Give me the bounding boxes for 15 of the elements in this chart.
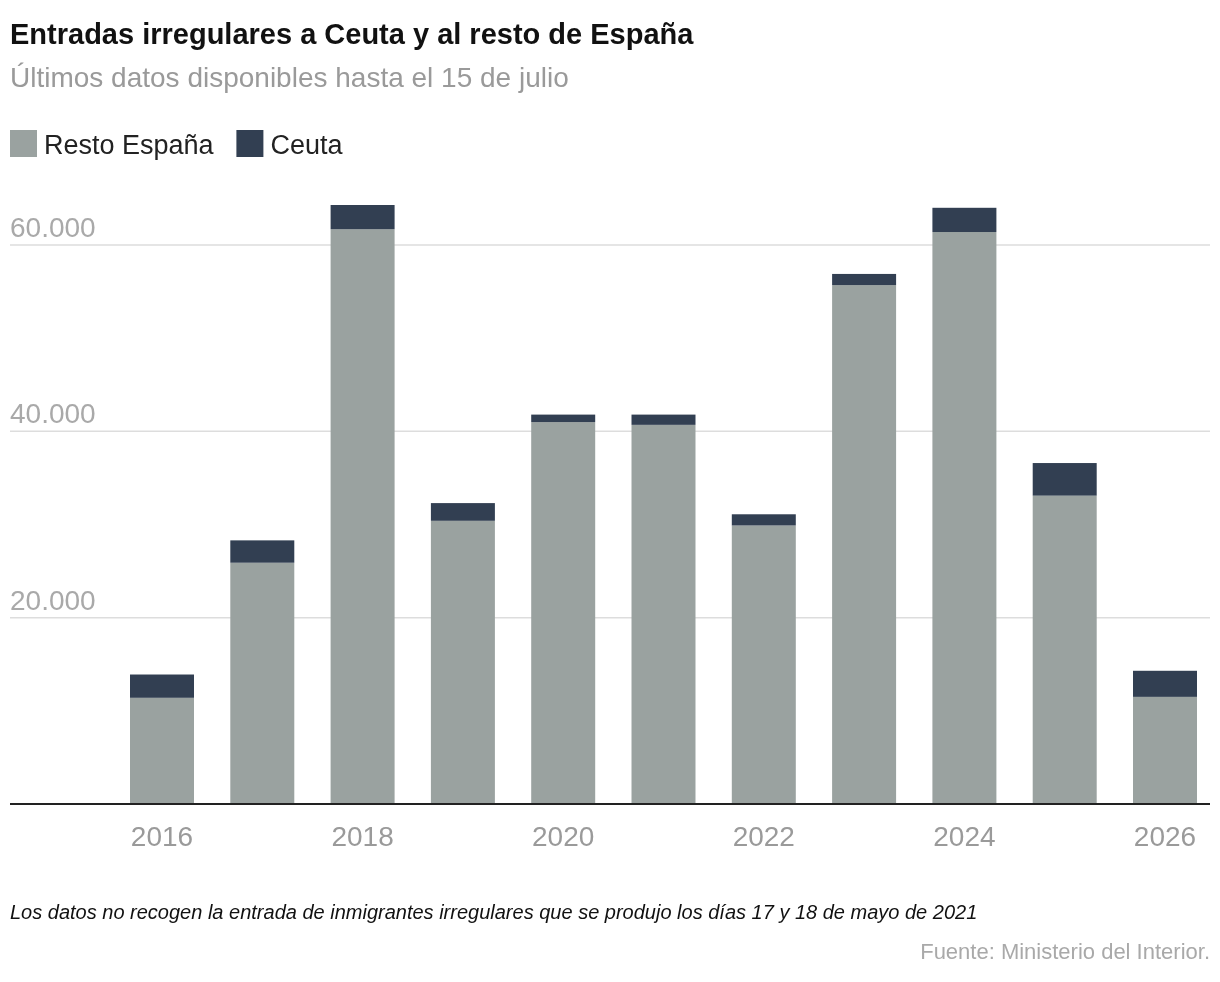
y-tick-label: 60.000 <box>10 212 96 244</box>
source-note: Fuente: Ministerio del Interior. <box>920 939 1210 964</box>
legend-label: Ceuta <box>270 130 344 160</box>
x-tick-label: 2022 <box>732 821 795 852</box>
y-tick-label: 20.000 <box>10 584 96 616</box>
chart-subtitle: Últimos datos disponibles hasta el 15 de julio <box>10 62 569 93</box>
x-tick-label: 2020 <box>532 821 595 852</box>
x-tick-label: 2024 <box>933 821 996 852</box>
legend-label: Resto España <box>44 130 215 160</box>
x-tick-label: 2026 <box>1133 821 1197 852</box>
text: Los datos no recogen la entrada de inmigrantes irregulares que se produjo los días 17 y 18 de mayo de 2021 <box>10 901 978 923</box>
x-tick-label: 2018 <box>331 821 394 852</box>
x-tick-label: 2016 <box>130 821 194 852</box>
chart-title: Entradas irregulares a Ceuta y al resto de España <box>10 18 695 50</box>
y-tick-label: 40.000 <box>10 398 96 430</box>
